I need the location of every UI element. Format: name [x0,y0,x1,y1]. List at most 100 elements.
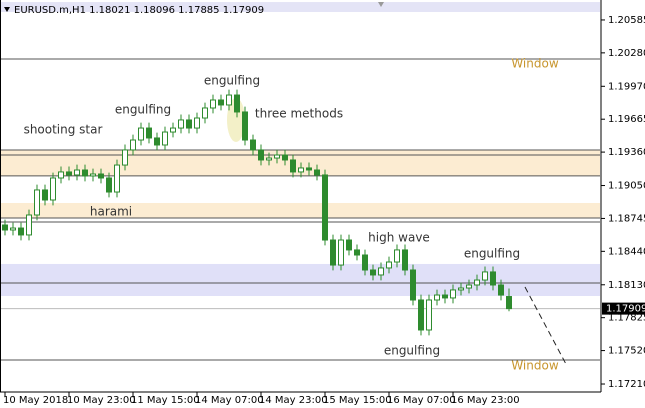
candle-body [98,173,104,179]
candle-body [2,224,8,231]
annotation: Window [511,359,559,373]
annotation: three methods [255,107,343,121]
y-tick-label: 1.19970 [608,81,645,92]
candle-body [74,169,80,176]
y-tick-label: 1.19360 [608,147,645,158]
candle-body [330,239,336,266]
candle-body [178,119,184,129]
candle-body [378,267,384,276]
candle-body [434,294,440,301]
marker [378,2,384,7]
y-tick-label: 1.17210 [608,379,645,390]
candle-body [322,174,328,241]
candle-body [490,271,496,286]
candle-body [250,139,256,151]
candle-body [186,119,192,129]
axis-labels: 1.20585 1.20280 1.19970 1.19665 1.19360 1.190… [3,15,645,406]
y-tick-label: 1.20585 [608,15,645,26]
candle-body [66,171,72,176]
candle-body [114,164,120,193]
x-tick-label: 14 May 07:00 [195,395,264,406]
annotation: high wave [368,231,430,245]
candle-body [242,111,248,141]
pattern-highlight [227,98,245,142]
annotation: Window [511,57,559,71]
annotation: engulfing [384,344,440,358]
y-tick-label: 1.19050 [608,181,645,192]
candle-body [154,137,160,146]
zone [1,2,600,12]
candle-body [314,169,320,176]
last-price-box [602,302,645,315]
candle-body [506,296,512,310]
candle-body [18,227,24,236]
candle-body [26,214,32,236]
candle-body [370,269,376,276]
candle-body [202,107,208,119]
levels [1,58,600,361]
candle-body [298,167,304,173]
candle-body [290,159,296,173]
candle-body [418,299,424,331]
zone [1,203,600,219]
candle-body [394,249,400,263]
candle-body [162,131,168,146]
annotations: shooting star engulfing engulfing three met… [24,57,559,373]
candle-body [146,127,152,139]
y-tick-label: 1.17520 [608,346,645,357]
candle-body [410,269,416,301]
x-tick-label: 10 May 2018 [3,395,68,406]
annotation: engulfing [204,74,260,88]
y-tick-label: 1.17825 [608,313,645,324]
candle-body [194,117,200,129]
x-tick-label: 10 May 23:00 [67,395,136,406]
candle-body [282,154,288,161]
candle-body [442,294,448,299]
candle-body [90,173,96,177]
candle-body [354,249,360,256]
candle-body [138,127,144,141]
candle-body [458,287,464,291]
annotation: engulfing [464,247,520,261]
candle-body [474,279,480,286]
annotation: engulfing [115,103,171,117]
candle-body [210,99,216,109]
candle-body [58,171,64,179]
y-tick-label: 1.18130 [608,280,645,291]
y-tick-label: 1.18440 [608,246,645,257]
x-tick-label: 15 May 15:00 [323,395,392,406]
x-tick-label: 16 May 07:00 [387,395,456,406]
x-tick-label: 16 May 23:00 [451,395,520,406]
candle-body [234,94,240,113]
candle-body [50,177,56,201]
candle-body [82,169,88,177]
candle-body [258,149,264,161]
annotation: shooting star [24,123,103,137]
candle-body [306,167,312,171]
candle-body [122,149,128,166]
annotation: harami [90,205,132,219]
y-tick-label: 1.18745 [608,213,645,224]
y-tick-label: 1.20280 [608,48,645,59]
candle-body [338,239,344,266]
candle-body [402,249,408,271]
projection-line [524,286,568,367]
x-tick-label: 14 May 23:00 [259,395,328,406]
candle-body [170,127,176,133]
candle-body [226,94,232,106]
candle-body [10,227,16,231]
candle-body [362,254,368,271]
candle-body [266,157,272,161]
candle-body [42,189,48,201]
candle-body [466,284,472,289]
candles [2,89,512,336]
candle-body [218,99,224,106]
zone [1,263,600,296]
candle-body [450,289,456,299]
candle-body [426,299,432,331]
candle-body [34,189,40,216]
candle-body [106,177,112,193]
candle-body [130,139,136,151]
candle-body [498,284,504,296]
